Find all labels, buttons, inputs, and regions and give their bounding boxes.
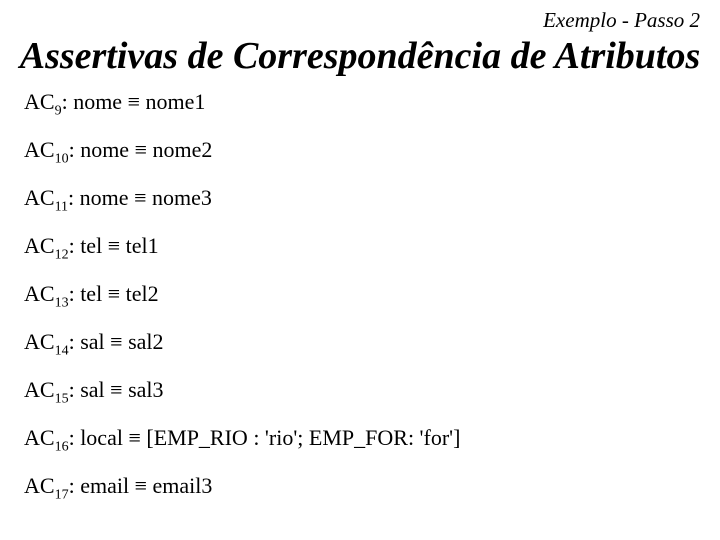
equiv-symbol: ≡: [108, 233, 120, 258]
assertion-list: AC9: nome ≡ nome1 AC10: nome ≡ nome2 AC1…: [18, 89, 702, 499]
ac-lhs: tel: [80, 281, 102, 306]
equiv-symbol: ≡: [134, 185, 146, 210]
equiv-symbol: ≡: [110, 329, 122, 354]
ac-rhs: tel2: [126, 281, 159, 306]
page-title: Assertivas de Correspondência de Atribut…: [18, 35, 702, 79]
assertion-item: AC12: tel ≡ tel1: [24, 233, 702, 259]
slide: Exemplo - Passo 2 Assertivas de Correspo…: [0, 0, 720, 540]
ac-prefix: AC: [24, 377, 55, 402]
ac-lhs: local: [80, 425, 123, 450]
ac-rhs: sal2: [128, 329, 163, 354]
ac-rhs: nome2: [153, 137, 213, 162]
ac-prefix: AC: [24, 137, 55, 162]
ac-rhs: tel1: [126, 233, 159, 258]
ac-prefix: AC: [24, 473, 55, 498]
assertion-item: AC11: nome ≡ nome3: [24, 185, 702, 211]
equiv-symbol: ≡: [135, 473, 147, 498]
assertion-item: AC17: email ≡ email3: [24, 473, 702, 499]
ac-index: 12: [55, 247, 69, 262]
ac-rhs: [EMP_RIO : 'rio'; EMP_FOR: 'for']: [146, 425, 460, 450]
equiv-symbol: ≡: [110, 377, 122, 402]
ac-lhs: sal: [80, 377, 104, 402]
ac-index: 10: [55, 151, 69, 166]
equiv-symbol: ≡: [108, 281, 120, 306]
equiv-symbol: ≡: [128, 89, 140, 114]
ac-index: 13: [55, 295, 69, 310]
ac-index: 14: [55, 343, 69, 358]
ac-lhs: nome: [80, 185, 129, 210]
ac-index: 9: [55, 103, 62, 118]
ac-rhs: sal3: [128, 377, 163, 402]
equiv-symbol: ≡: [128, 425, 140, 450]
ac-rhs: nome1: [146, 89, 206, 114]
ac-lhs: tel: [80, 233, 102, 258]
ac-prefix: AC: [24, 233, 55, 258]
assertion-item: AC15: sal ≡ sal3: [24, 377, 702, 403]
ac-index: 16: [55, 439, 69, 454]
ac-prefix: AC: [24, 185, 55, 210]
assertion-item: AC9: nome ≡ nome1: [24, 89, 702, 115]
ac-rhs: nome3: [152, 185, 212, 210]
ac-lhs: email: [80, 473, 129, 498]
equiv-symbol: ≡: [135, 137, 147, 162]
ac-lhs: nome: [80, 137, 129, 162]
ac-rhs: email3: [152, 473, 212, 498]
ac-index: 11: [55, 199, 68, 214]
ac-prefix: AC: [24, 425, 55, 450]
header-label: Exemplo - Passo 2: [18, 8, 700, 33]
ac-index: 15: [55, 391, 69, 406]
assertion-item: AC10: nome ≡ nome2: [24, 137, 702, 163]
ac-lhs: nome: [73, 89, 122, 114]
ac-prefix: AC: [24, 89, 55, 114]
ac-prefix: AC: [24, 329, 55, 354]
assertion-item: AC16: local ≡ [EMP_RIO : 'rio'; EMP_FOR:…: [24, 425, 702, 451]
assertion-item: AC14: sal ≡ sal2: [24, 329, 702, 355]
ac-prefix: AC: [24, 281, 55, 306]
ac-index: 17: [55, 487, 69, 502]
assertion-item: AC13: tel ≡ tel2: [24, 281, 702, 307]
ac-lhs: sal: [80, 329, 104, 354]
